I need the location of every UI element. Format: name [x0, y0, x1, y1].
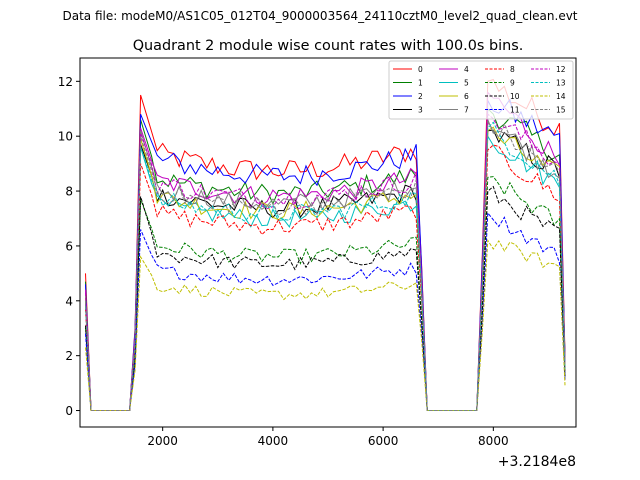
legend-label-9: 9 [510, 78, 515, 87]
series-line-2 [85, 98, 566, 411]
y-tick-label: 0 [65, 404, 73, 418]
y-tick-label: 8 [65, 185, 73, 199]
y-tick-label: 6 [65, 239, 73, 253]
x-tick-label: 2000 [147, 434, 178, 448]
y-tick-label: 10 [58, 130, 73, 144]
legend-label-15: 15 [556, 105, 566, 114]
series-line-15 [85, 121, 566, 411]
x-axis: 2000 4000 6000 8000 [147, 427, 509, 448]
legend-label-0: 0 [418, 65, 423, 74]
x-tick-label: 6000 [368, 434, 399, 448]
legend-label-12: 12 [556, 65, 566, 74]
series-line-8 [85, 144, 566, 411]
legend-frame [388, 60, 574, 120]
legend-label-6: 6 [464, 92, 469, 101]
legend-label-4: 4 [464, 65, 469, 74]
y-axis: 0 2 4 6 8 10 12 [58, 75, 80, 418]
x-tick-label: 4000 [258, 434, 289, 448]
series-line-4 [85, 91, 566, 411]
axes-frame [79, 57, 577, 428]
series-line-11 [85, 211, 566, 411]
series-line-3 [85, 129, 566, 411]
chart-title: Quadrant 2 module wise count rates with … [133, 38, 524, 54]
legend-label-3: 3 [418, 105, 423, 114]
series-line-5 [85, 134, 566, 411]
series-line-13 [85, 121, 566, 411]
y-tick-label: 4 [65, 294, 73, 308]
legend-label-2: 2 [418, 92, 423, 101]
legend-label-8: 8 [510, 65, 515, 74]
x-offset-label: +3.2184e8 [498, 454, 576, 470]
series-line-6 [85, 126, 566, 411]
legend-label-11: 11 [510, 105, 520, 114]
legend-label-7: 7 [464, 105, 469, 114]
x-tick-label: 8000 [478, 434, 509, 448]
figure-suptitle: Data file: modeM0/AS1C05_012T04_90000035… [62, 9, 577, 23]
legend-label-14: 14 [556, 92, 566, 101]
legend-label-5: 5 [464, 78, 469, 87]
series-line-0 [85, 78, 566, 411]
series-line-9 [85, 176, 566, 411]
legend-label-10: 10 [510, 92, 520, 101]
series-line-14 [85, 238, 566, 411]
series-line-12 [85, 113, 566, 411]
y-tick-label: 12 [58, 75, 73, 89]
legend-label-13: 13 [556, 78, 566, 87]
series-line-10 [85, 185, 566, 411]
plot-area [85, 78, 566, 411]
y-tick-label: 2 [65, 349, 73, 363]
legend-label-1: 1 [418, 78, 423, 87]
